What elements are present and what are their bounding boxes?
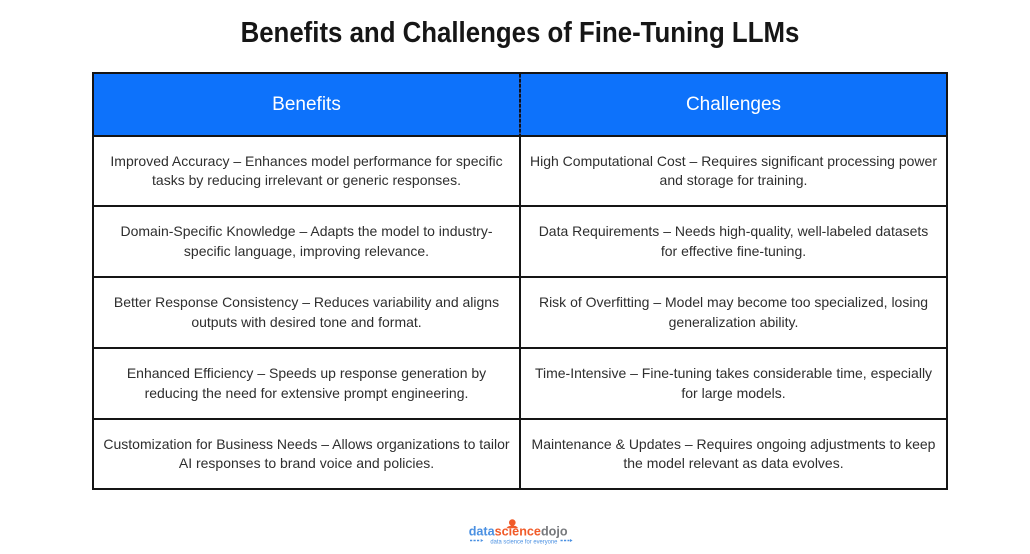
svg-text:data science for everyone: data science for everyone — [490, 538, 557, 545]
svg-text:datasciencedojo: datasciencedojo — [469, 524, 568, 539]
